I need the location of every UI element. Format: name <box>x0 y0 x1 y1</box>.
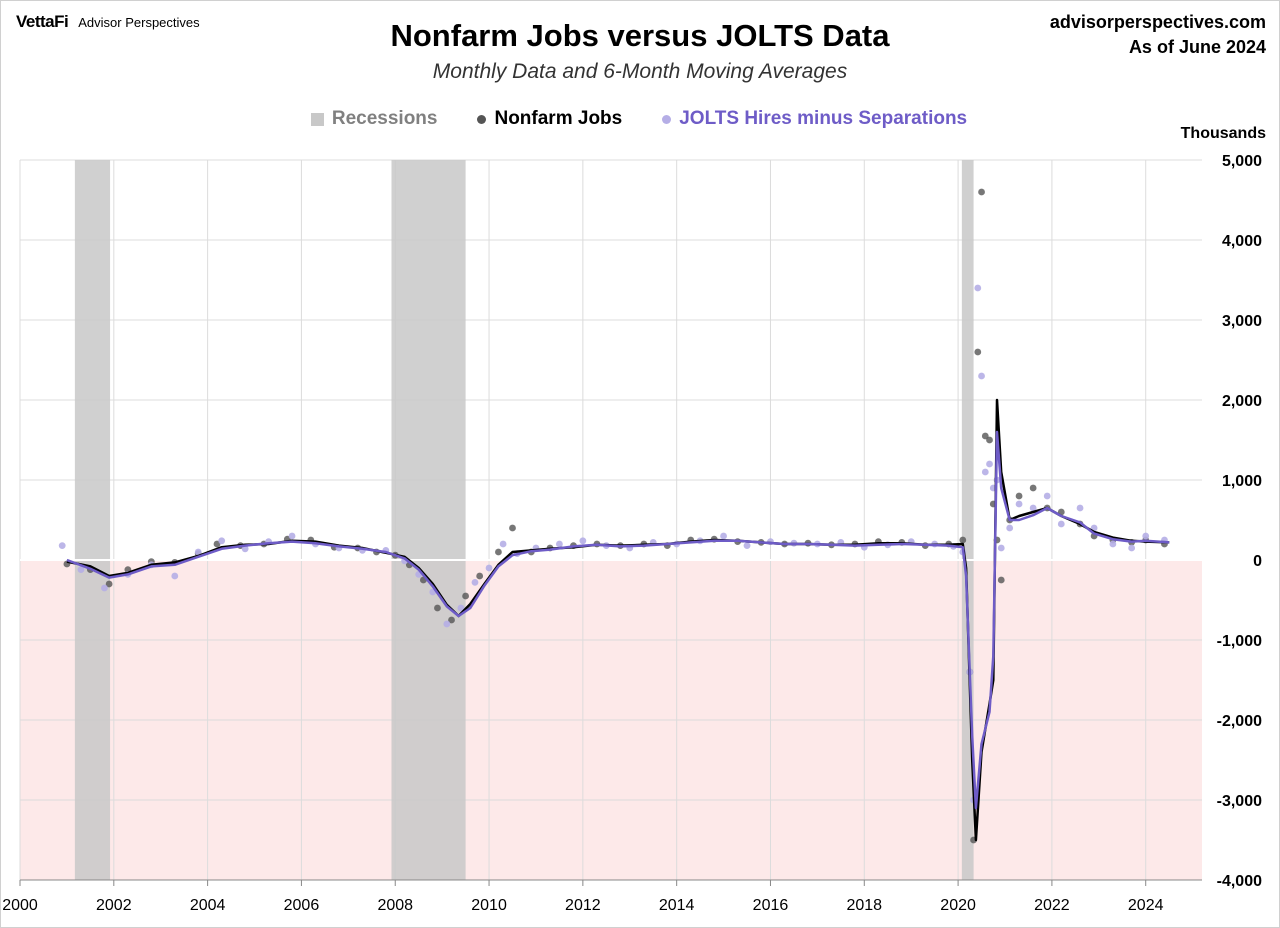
jolts-point <box>171 573 178 580</box>
y-tick-label: 0 <box>1253 553 1262 570</box>
jolts-point <box>486 565 493 572</box>
y-tick-label: -2,000 <box>1217 713 1262 730</box>
x-tick-label: 2004 <box>190 897 226 914</box>
jolts-point <box>1142 533 1149 540</box>
nonfarm-point <box>462 593 469 600</box>
x-tick-label: 2006 <box>284 897 320 914</box>
x-tick-label: 2016 <box>753 897 789 914</box>
nonfarm-point <box>998 577 1005 584</box>
x-tick-label: 2020 <box>940 897 976 914</box>
jolts-point <box>1077 505 1084 512</box>
x-tick-label: 2002 <box>96 897 132 914</box>
jolts-point <box>982 469 989 476</box>
jolts-point <box>1109 541 1116 548</box>
jolts-point <box>744 542 751 549</box>
jolts-point <box>59 542 66 549</box>
nonfarm-point <box>1030 485 1037 492</box>
x-tick-label: 2022 <box>1034 897 1070 914</box>
jolts-point <box>218 537 225 544</box>
jolts-point <box>1128 545 1135 552</box>
jolts-point <box>986 461 993 468</box>
y-tick-label: 3,000 <box>1222 313 1262 330</box>
recession-band <box>75 160 110 880</box>
x-tick-label: 2008 <box>377 897 413 914</box>
x-tick-label: 2014 <box>659 897 695 914</box>
nonfarm-point <box>1016 493 1023 500</box>
recession-band <box>391 160 465 880</box>
nonfarm-point <box>509 525 516 532</box>
jolts-point <box>1016 501 1023 508</box>
nonfarm-point <box>986 437 993 444</box>
x-tick-label: 2000 <box>2 897 38 914</box>
x-tick-label: 2018 <box>846 897 882 914</box>
jolts-point <box>289 533 296 540</box>
jolts-point <box>998 545 1005 552</box>
jolts-point <box>500 541 507 548</box>
jolts-point <box>556 541 563 548</box>
jolts-point <box>1044 493 1051 500</box>
y-tick-label: -4,000 <box>1217 873 1262 890</box>
jolts-point <box>720 533 727 540</box>
y-tick-label: -1,000 <box>1217 633 1262 650</box>
jolts-point <box>472 579 479 586</box>
jolts-point <box>974 285 981 292</box>
y-tick-label: 1,000 <box>1222 473 1262 490</box>
jolts-point <box>579 537 586 544</box>
nonfarm-point <box>495 549 502 556</box>
y-tick-label: 2,000 <box>1222 393 1262 410</box>
y-tick-label: -3,000 <box>1217 793 1262 810</box>
jolts-point <box>101 585 108 592</box>
jolts-point <box>1006 525 1013 532</box>
x-tick-label: 2024 <box>1128 897 1164 914</box>
nonfarm-point <box>974 349 981 356</box>
nonfarm-point <box>978 189 985 196</box>
jolts-point <box>978 373 985 380</box>
jolts-point <box>443 621 450 628</box>
x-tick-label: 2010 <box>471 897 507 914</box>
y-tick-label: 5,000 <box>1222 153 1262 170</box>
nonfarm-point <box>434 605 441 612</box>
x-tick-label: 2012 <box>565 897 601 914</box>
jolts-point <box>1058 521 1065 528</box>
nonfarm-point <box>476 573 483 580</box>
y-tick-label: 4,000 <box>1222 233 1262 250</box>
nonfarm-point <box>959 537 966 544</box>
